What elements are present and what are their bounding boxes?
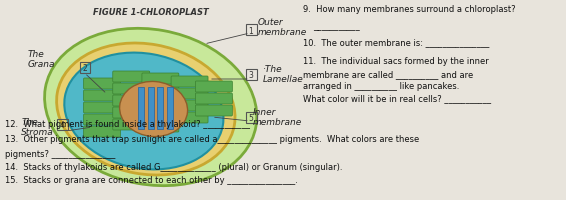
Text: 10.  The outer membrane is: _______________: 10. The outer membrane is: _____________…	[303, 38, 490, 47]
FancyBboxPatch shape	[113, 119, 150, 130]
Text: 11.  The individual sacs formed by the inner: 11. The individual sacs formed by the in…	[303, 57, 489, 66]
FancyBboxPatch shape	[84, 91, 121, 101]
FancyBboxPatch shape	[113, 84, 150, 95]
Ellipse shape	[45, 29, 257, 186]
Bar	[157, 88, 164, 129]
Text: 14.  Stacks of thylakoids are called G_____________ (plural) or Granum (singular: 14. Stacks of thylakoids are called G___…	[5, 162, 342, 171]
Text: FIGURE 1-CHLOROPLAST: FIGURE 1-CHLOROPLAST	[93, 8, 208, 17]
Text: ___________: ___________	[313, 22, 360, 31]
Bar	[138, 88, 144, 129]
Text: 13.  Other pigments that trap sunlight are called a______________ pigments.  Wha: 13. Other pigments that trap sunlight ar…	[5, 134, 419, 143]
Text: 4: 4	[60, 121, 65, 130]
FancyBboxPatch shape	[142, 109, 179, 120]
Text: The
Grana: The Grana	[27, 50, 55, 69]
FancyBboxPatch shape	[113, 107, 150, 118]
Text: 1: 1	[248, 26, 253, 35]
Text: membrane are called __________ and are: membrane are called __________ and are	[303, 70, 474, 79]
Text: ·The
Lamellae: ·The Lamellae	[263, 65, 303, 84]
Text: The
Stroma: The Stroma	[22, 117, 54, 137]
FancyBboxPatch shape	[171, 89, 208, 100]
Text: Outer
membrane: Outer membrane	[258, 18, 307, 37]
FancyBboxPatch shape	[113, 96, 150, 106]
FancyBboxPatch shape	[171, 100, 208, 111]
FancyBboxPatch shape	[84, 114, 121, 125]
Text: arranged in __________ like pancakes.: arranged in __________ like pancakes.	[303, 82, 460, 91]
FancyBboxPatch shape	[142, 74, 179, 85]
FancyBboxPatch shape	[84, 79, 121, 90]
FancyBboxPatch shape	[142, 121, 179, 132]
FancyBboxPatch shape	[171, 77, 208, 88]
FancyBboxPatch shape	[84, 102, 121, 113]
FancyBboxPatch shape	[195, 82, 232, 93]
Ellipse shape	[65, 53, 224, 170]
FancyBboxPatch shape	[195, 105, 232, 116]
Ellipse shape	[57, 44, 235, 175]
Text: 15.  Stacks or grana are connected to each other by ________________.: 15. Stacks or grana are connected to eac…	[5, 175, 298, 184]
Text: pigments? _______________: pigments? _______________	[5, 149, 115, 158]
FancyBboxPatch shape	[195, 94, 232, 104]
Text: 12.  What pigment is found inside a thylakoid? ___________: 12. What pigment is found inside a thyla…	[5, 119, 250, 128]
FancyBboxPatch shape	[113, 72, 150, 83]
Ellipse shape	[119, 82, 187, 137]
FancyBboxPatch shape	[142, 86, 179, 97]
FancyBboxPatch shape	[142, 98, 179, 108]
Text: 5: 5	[248, 114, 253, 123]
FancyBboxPatch shape	[84, 126, 121, 137]
Bar	[148, 88, 153, 129]
Text: What color will it be in real cells? ___________: What color will it be in real cells? ___…	[303, 94, 491, 102]
Text: Inner
membrane: Inner membrane	[253, 107, 302, 127]
FancyBboxPatch shape	[171, 112, 208, 123]
Bar	[167, 88, 173, 129]
Text: 2: 2	[82, 64, 87, 73]
Text: 9.  How many membranes surround a chloroplast?: 9. How many membranes surround a chlorop…	[303, 5, 516, 14]
Text: 3: 3	[248, 71, 253, 80]
